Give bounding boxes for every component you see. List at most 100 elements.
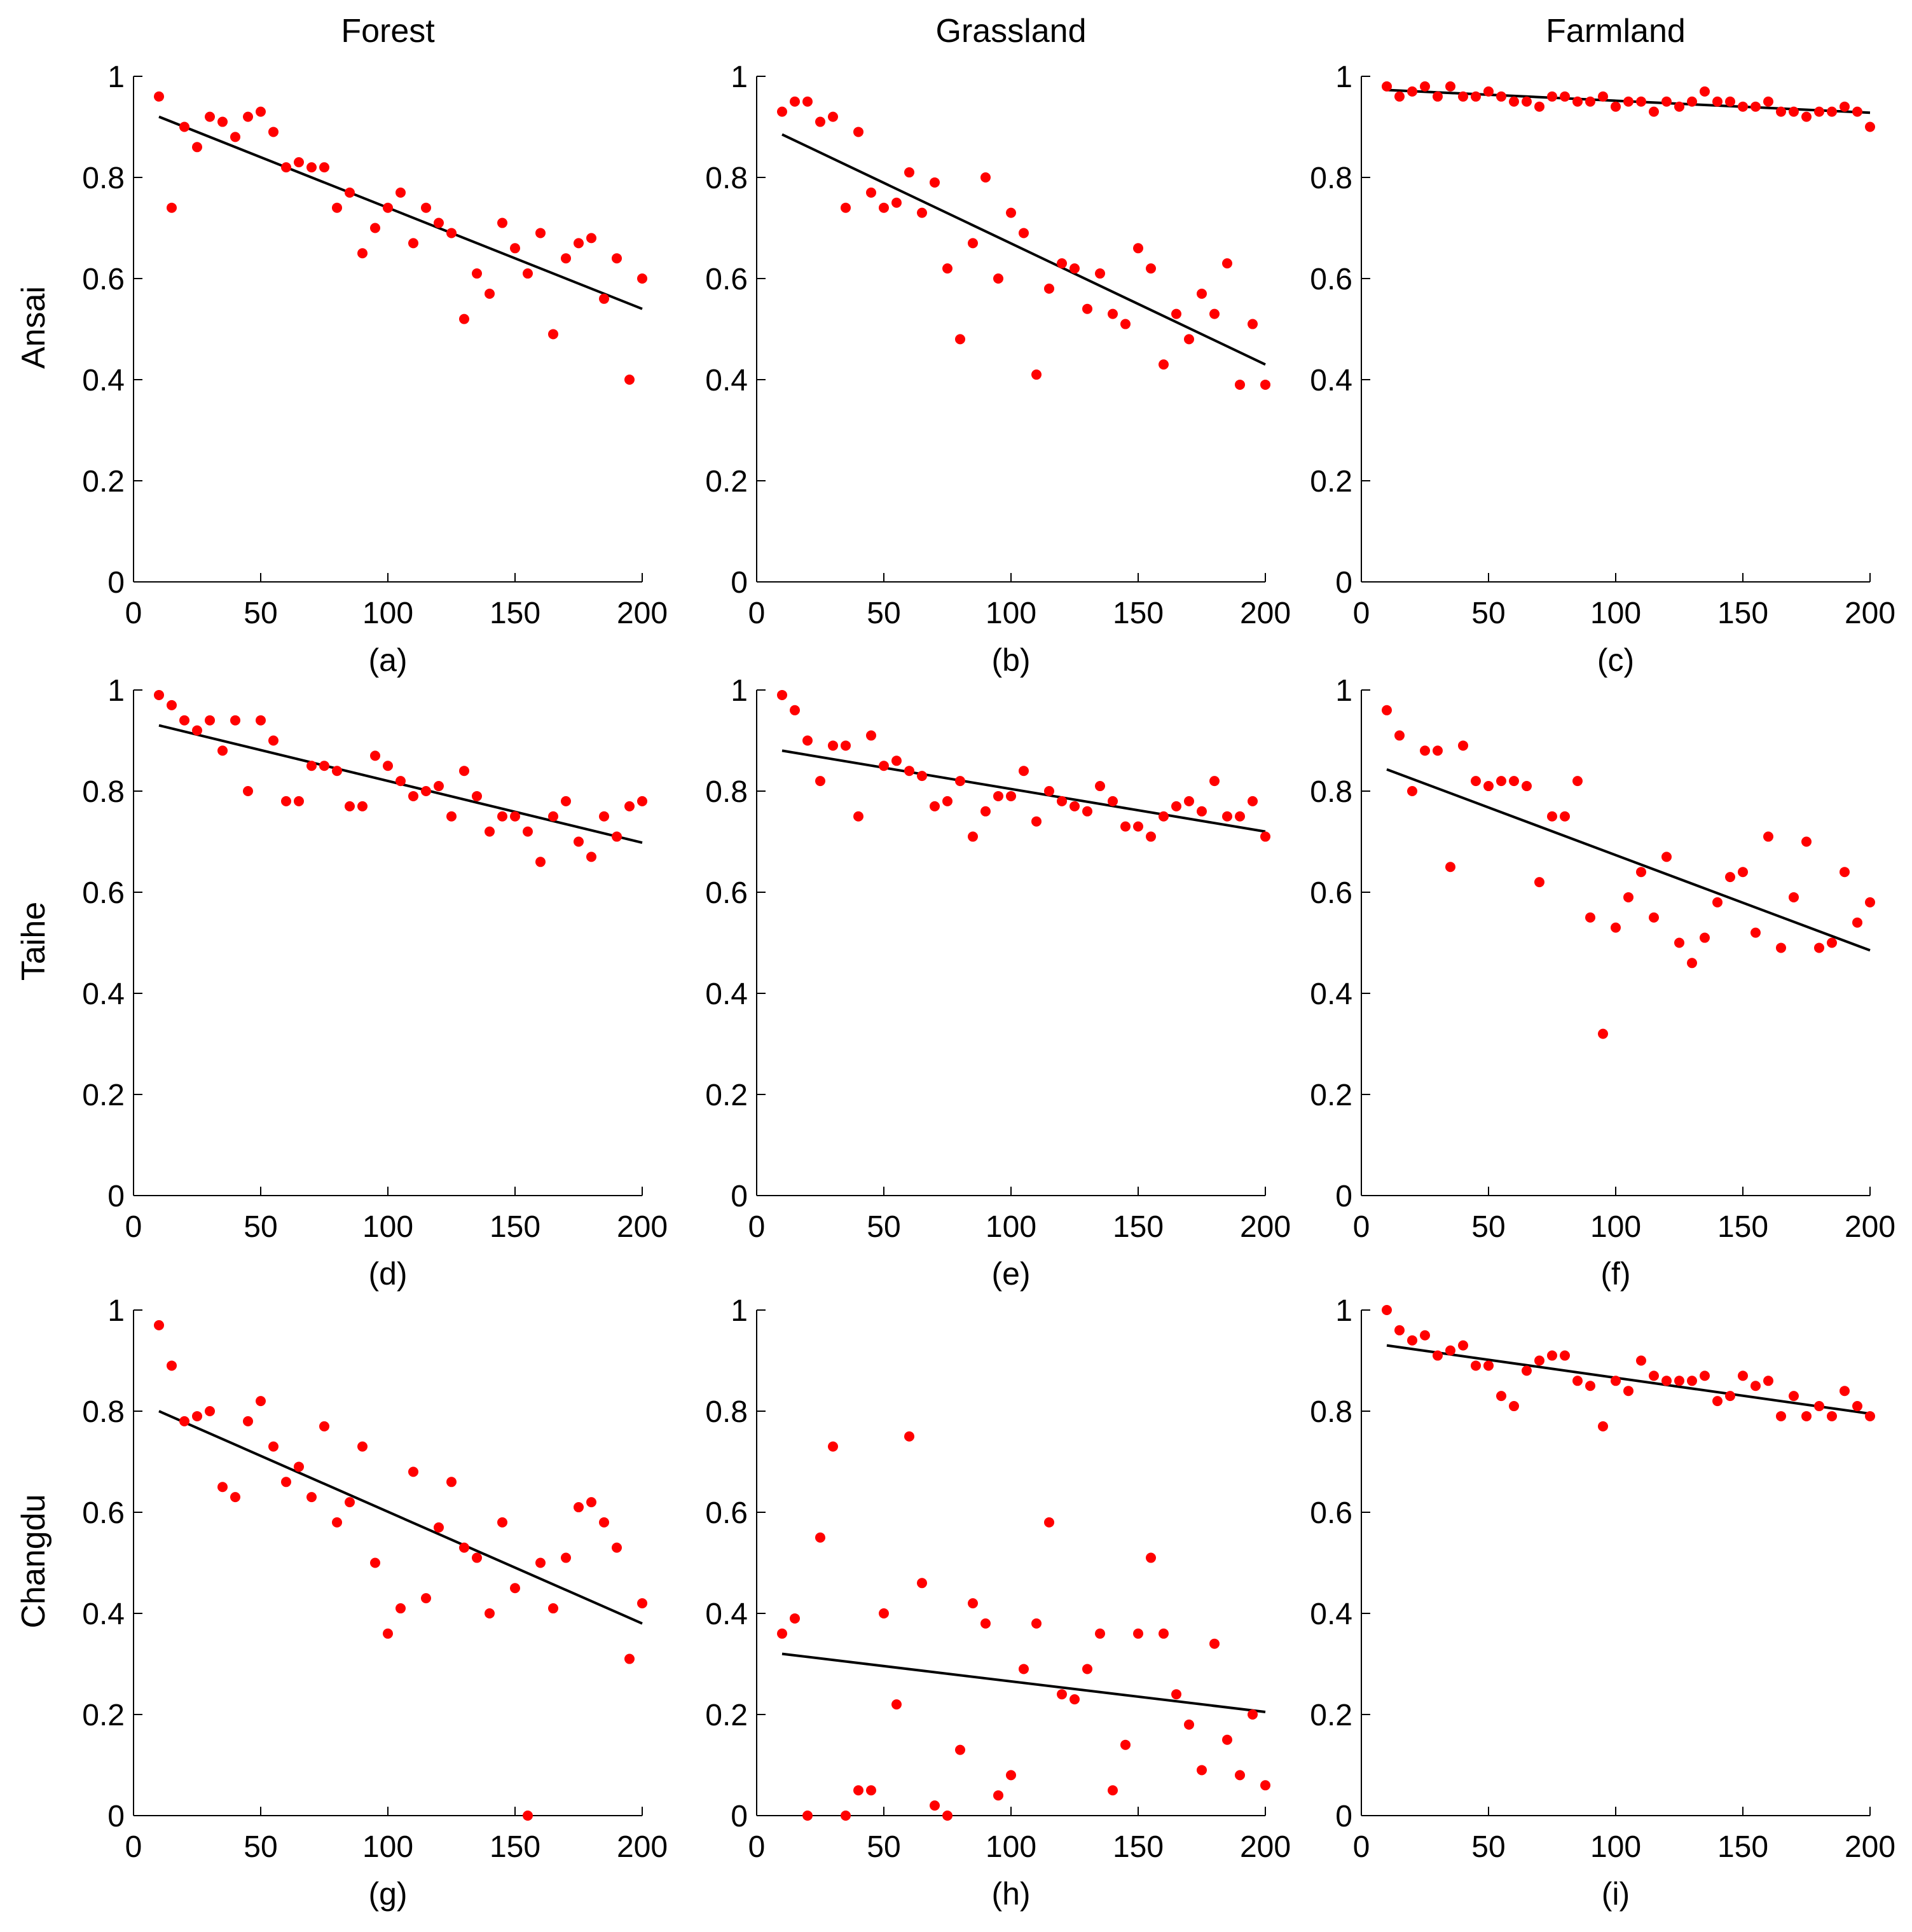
data-point xyxy=(1407,786,1417,796)
data-point xyxy=(535,228,546,238)
data-point xyxy=(205,715,215,726)
data-point xyxy=(535,857,546,867)
y-tick-label: 0.8 xyxy=(1310,775,1352,809)
data-point xyxy=(485,288,495,299)
data-point xyxy=(968,831,978,842)
data-point xyxy=(815,1532,825,1543)
data-point xyxy=(319,162,329,173)
data-point xyxy=(434,1522,444,1533)
y-tick-label: 0.6 xyxy=(82,1496,125,1530)
data-point xyxy=(1095,268,1105,279)
data-point xyxy=(968,1598,978,1609)
y-tick-label: 0 xyxy=(731,1800,748,1833)
data-point xyxy=(1560,1350,1570,1361)
data-point xyxy=(1445,81,1455,92)
y-tick-label: 0.4 xyxy=(705,364,748,397)
data-point xyxy=(1171,308,1181,319)
data-point xyxy=(1057,796,1067,806)
data-point xyxy=(955,334,965,345)
y-tick-label: 0 xyxy=(1335,1800,1352,1833)
data-point xyxy=(637,1598,647,1609)
data-point xyxy=(866,730,876,741)
x-tick-label: 50 xyxy=(867,597,900,630)
data-point xyxy=(993,1790,1003,1801)
y-tick-label: 0.6 xyxy=(1310,1496,1352,1530)
data-point xyxy=(1522,1365,1532,1376)
data-point xyxy=(1623,1386,1633,1397)
fit-line xyxy=(781,1652,1266,1714)
data-point xyxy=(1159,1628,1169,1639)
x-tick-label: 200 xyxy=(1845,1210,1895,1244)
data-point xyxy=(1496,1391,1506,1402)
data-point xyxy=(1420,745,1430,756)
data-point xyxy=(1108,308,1118,319)
data-point xyxy=(217,116,228,127)
fit-line xyxy=(158,115,643,310)
data-point xyxy=(612,831,622,842)
y-tick-label: 0.2 xyxy=(705,1079,748,1112)
data-point xyxy=(332,766,342,776)
data-point xyxy=(1776,106,1786,117)
data-point xyxy=(497,1517,507,1528)
x-tick-label: 50 xyxy=(1471,1210,1505,1244)
panel-g: 0 0.2 0.4 0.6 0.8 1 0 50 100 150 200 (g) xyxy=(82,1294,668,1912)
data-point xyxy=(1069,263,1080,274)
data-point xyxy=(1865,121,1875,132)
data-point xyxy=(192,725,202,736)
data-point xyxy=(1738,1370,1748,1381)
data-point xyxy=(1509,1401,1519,1412)
data-point xyxy=(243,786,253,796)
data-point xyxy=(1598,1421,1608,1432)
data-point xyxy=(1019,766,1029,776)
data-point xyxy=(1171,1689,1181,1700)
data-point xyxy=(345,187,355,198)
column-title-grassland: Grassland xyxy=(936,13,1087,50)
data-point xyxy=(357,248,368,259)
panel-a: 0 0.2 0.4 0.6 0.8 1 0 50 100 150 200 (a) xyxy=(82,60,668,678)
data-point xyxy=(1420,1330,1430,1341)
y-tick-label: 1 xyxy=(1335,1294,1352,1328)
data-point xyxy=(357,1441,368,1452)
data-point xyxy=(891,1699,902,1710)
y-tick-label: 1 xyxy=(107,60,125,94)
data-point xyxy=(256,106,266,117)
data-point xyxy=(1598,1028,1608,1039)
data-point xyxy=(1827,937,1837,948)
x-tick-label: 0 xyxy=(1353,1210,1370,1244)
data-point xyxy=(497,217,507,228)
y-tick-label: 0.6 xyxy=(82,263,125,296)
y-tick-label: 0.8 xyxy=(705,1395,748,1429)
data-point xyxy=(1661,852,1672,862)
x-tick-label: 100 xyxy=(362,597,413,630)
data-point xyxy=(1044,1517,1054,1528)
data-point xyxy=(942,796,953,806)
row-label-changdu: Changdu xyxy=(15,1494,52,1628)
data-point xyxy=(472,790,482,801)
data-point xyxy=(955,776,965,787)
data-point xyxy=(802,96,813,107)
data-point xyxy=(777,1628,787,1639)
data-point xyxy=(1712,1396,1723,1407)
y-tick-label: 0.2 xyxy=(1310,465,1352,499)
data-point xyxy=(1133,1628,1143,1639)
data-point xyxy=(1700,86,1710,97)
data-point xyxy=(154,91,164,102)
x-tick-label: 0 xyxy=(1353,1830,1370,1864)
data-point xyxy=(421,786,431,796)
data-point xyxy=(1725,872,1735,883)
data-point xyxy=(917,1578,927,1589)
panels: 00.20.40.60.810 50 100 150 200(a)00.20.40.60… xyxy=(82,60,1895,1912)
data-point xyxy=(294,1461,304,1472)
x-tick-label: 150 xyxy=(1113,1830,1164,1864)
data-point xyxy=(1197,806,1207,817)
data-point xyxy=(179,1416,189,1426)
data-point xyxy=(1776,942,1786,953)
data-point xyxy=(866,1785,876,1796)
data-point xyxy=(1184,796,1194,806)
data-point xyxy=(1433,745,1443,756)
x-tick-label: 100 xyxy=(986,597,1036,630)
data-point xyxy=(1661,1376,1672,1386)
data-point xyxy=(1750,101,1761,112)
data-point xyxy=(790,1613,800,1624)
x-tick-label: 100 xyxy=(1590,597,1641,630)
